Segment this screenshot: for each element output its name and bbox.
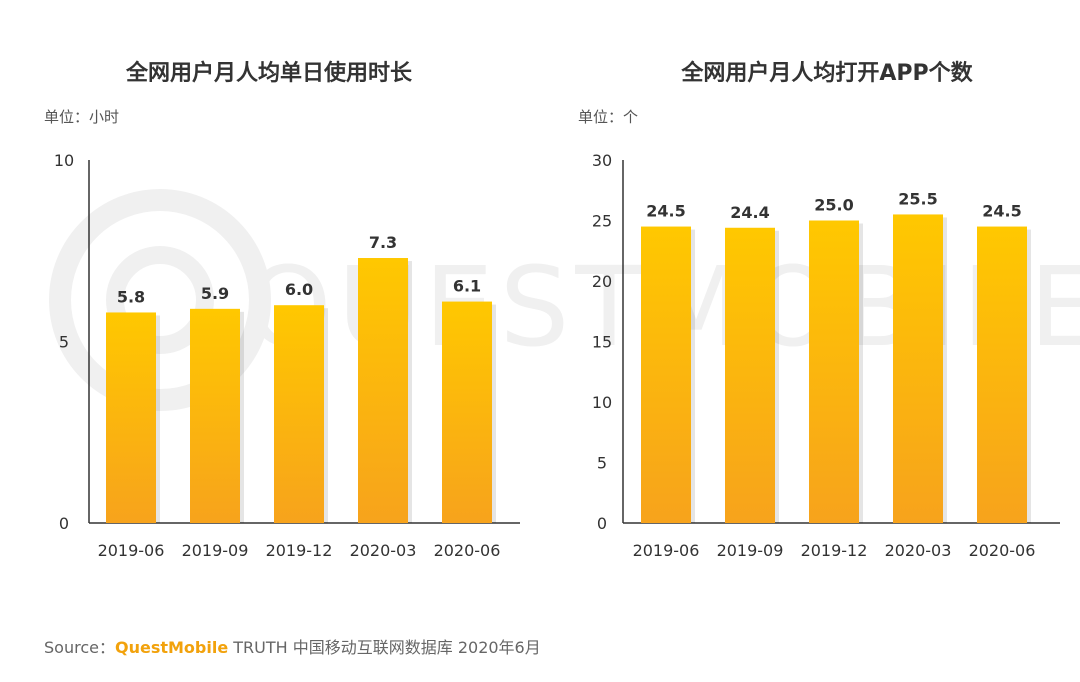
x-tick-label: 2020-06 xyxy=(434,541,501,560)
x-tick-label: 2019-06 xyxy=(98,541,165,560)
y-tick-label: 0 xyxy=(597,514,607,533)
y-tick-label: 15 xyxy=(592,333,612,352)
unit-label: 单位：小时 xyxy=(44,108,119,126)
y-tick-label: 25 xyxy=(592,212,612,231)
bar xyxy=(190,308,240,523)
y-tick-label: 20 xyxy=(592,272,612,291)
x-tick-label: 2019-12 xyxy=(266,541,333,560)
y-tick-label: 0 xyxy=(59,514,69,533)
x-tick-label: 2019-06 xyxy=(633,541,700,560)
chart-title: 全网用户月人均打开APP个数 xyxy=(680,60,973,86)
bar xyxy=(809,220,859,523)
unit-label: 单位：个 xyxy=(578,108,638,126)
source-note: Source：QuestMobile TRUTH 中国移动互联网数据库 2020… xyxy=(44,634,541,658)
bar xyxy=(893,214,943,523)
bar xyxy=(641,226,691,524)
data-label: 5.9 xyxy=(201,284,229,303)
data-label: 7.3 xyxy=(369,233,397,252)
data-label: 24.5 xyxy=(646,202,685,221)
data-label: 6.0 xyxy=(285,280,313,299)
y-tick-label: 5 xyxy=(597,454,607,473)
bar xyxy=(106,312,156,523)
x-tick-label: 2019-12 xyxy=(801,541,868,560)
x-tick-label: 2020-03 xyxy=(885,541,952,560)
y-tick-label: 10 xyxy=(592,393,612,412)
source-prefix: Source： xyxy=(44,638,115,657)
x-tick-label: 2019-09 xyxy=(182,541,249,560)
y-tick-label: 5 xyxy=(59,333,69,352)
bar xyxy=(274,305,324,523)
y-tick-label: 10 xyxy=(54,151,74,170)
source-brand: QuestMobile xyxy=(114,638,229,657)
source-suffix: TRUTH 中国移动互联网数据库 2020年6月 xyxy=(228,638,541,657)
watermark-ring-outer xyxy=(49,189,271,411)
bar xyxy=(725,227,775,523)
data-label: 25.0 xyxy=(814,196,853,215)
data-label: 5.8 xyxy=(117,287,145,306)
data-label: 24.5 xyxy=(982,202,1021,221)
bar xyxy=(358,258,408,523)
data-label: 25.5 xyxy=(898,189,937,208)
data-label: 24.4 xyxy=(730,203,769,222)
bar xyxy=(442,301,492,523)
x-tick-label: 2019-09 xyxy=(717,541,784,560)
bar xyxy=(977,226,1027,524)
x-tick-label: 2020-03 xyxy=(350,541,417,560)
x-tick-label: 2020-06 xyxy=(969,541,1036,560)
y-tick-label: 30 xyxy=(592,151,612,170)
data-label: 6.1 xyxy=(453,277,481,296)
chart-title: 全网用户月人均单日使用时长 xyxy=(125,60,413,86)
watermark-ring-inner xyxy=(106,246,214,354)
